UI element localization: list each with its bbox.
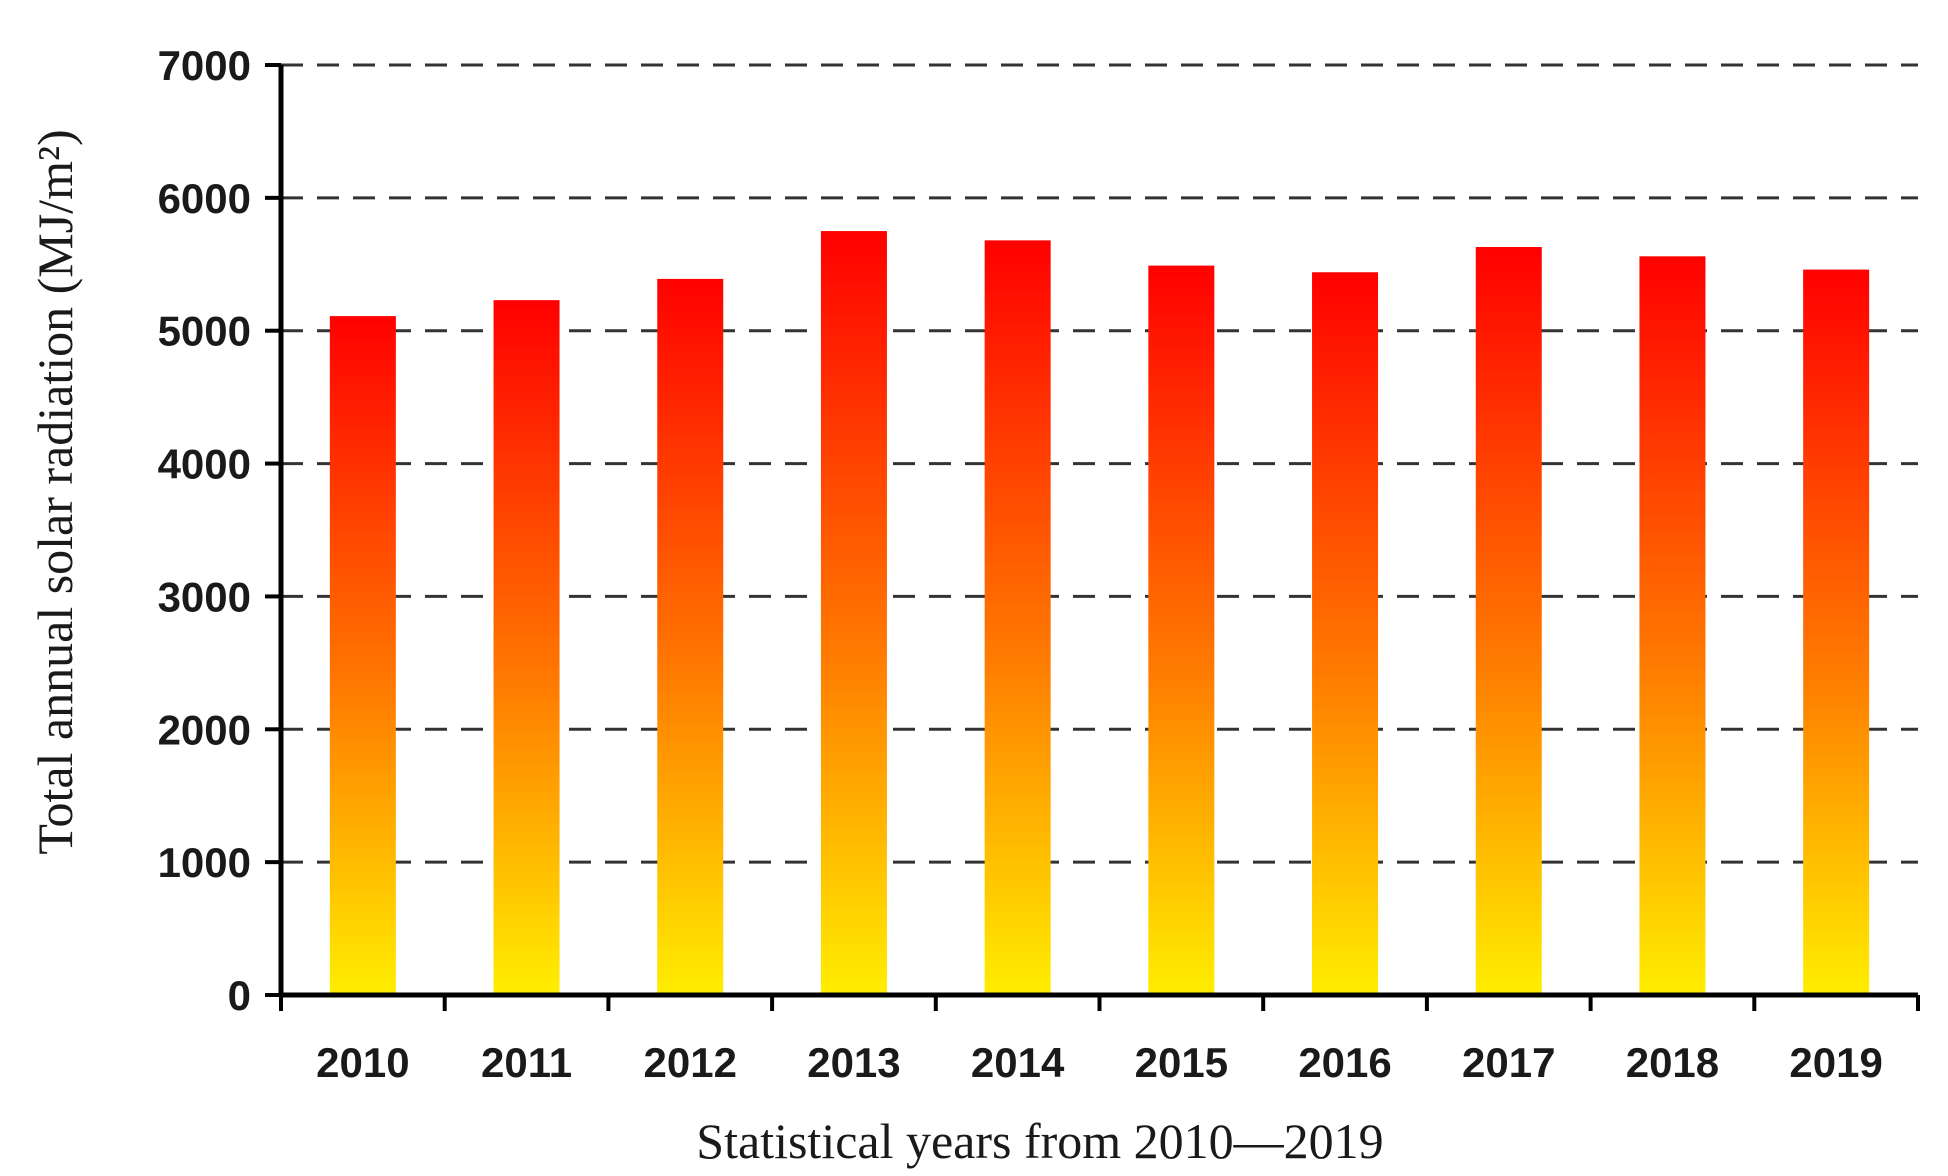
x-tick-label: 2010 [316, 1039, 409, 1086]
y-tick-labels: 0 1000 2000 3000 4000 5000 6000 7000 [158, 42, 251, 1019]
y-tick-label: 7000 [158, 42, 251, 89]
bar-2014 [984, 240, 1051, 995]
x-tick-labels: 2010 2011 2012 2013 2014 2015 2016 2017 2018 2019 [316, 1039, 1883, 1086]
axes [265, 63, 1920, 1011]
x-tick-label: 2019 [1789, 1039, 1882, 1086]
bars [329, 231, 1870, 996]
x-tick-label: 2016 [1298, 1039, 1391, 1086]
x-tick-label: 2017 [1462, 1039, 1555, 1086]
x-axis-title: Statistical years from 2010—2019 [696, 1113, 1383, 1169]
bar-2018 [1639, 256, 1706, 995]
x-tick-label: 2013 [807, 1039, 900, 1086]
y-tick-label: 2000 [158, 706, 251, 753]
bar-2017 [1475, 247, 1542, 995]
bar-2016 [1312, 272, 1379, 995]
y-tick-label: 5000 [158, 308, 251, 355]
y-tick-label: 0 [228, 972, 251, 1019]
bar-2019 [1803, 269, 1870, 996]
x-tick-label: 2014 [971, 1039, 1065, 1086]
x-tick-label: 2018 [1626, 1039, 1719, 1086]
y-tick-label: 1000 [158, 839, 251, 886]
y-tick-label: 4000 [158, 441, 251, 488]
y-axis-title: Total annual solar radiation (MJ/m²) [27, 129, 83, 854]
bar-2013 [820, 231, 887, 996]
bar-2011 [493, 300, 560, 996]
bar-2012 [657, 278, 724, 995]
x-tick-label: 2011 [481, 1039, 572, 1086]
y-tick-label: 6000 [158, 175, 251, 222]
x-tick-label: 2012 [644, 1039, 737, 1086]
bar-2010 [329, 316, 396, 996]
x-tick-label: 2015 [1135, 1039, 1228, 1086]
y-tick-label: 3000 [158, 573, 251, 620]
bar-2015 [1148, 265, 1215, 996]
